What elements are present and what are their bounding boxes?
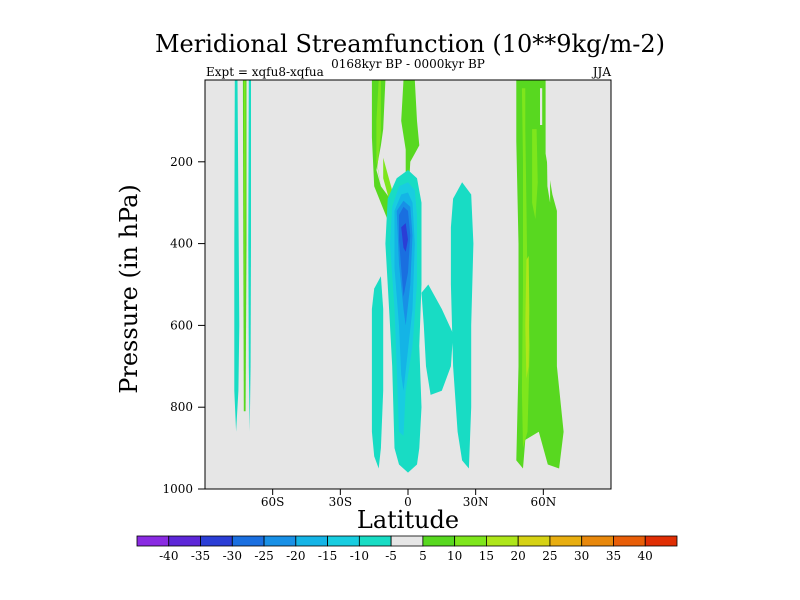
y-tick-label: 800 bbox=[170, 400, 193, 414]
colorbar-label: -35 bbox=[191, 549, 210, 563]
colorbar-label: 30 bbox=[574, 549, 589, 563]
x-tick-label: 30N bbox=[463, 495, 489, 509]
colorbar-label: 10 bbox=[447, 549, 462, 563]
colorbar-swatch bbox=[263, 535, 297, 547]
x-tick-label: 60S bbox=[261, 495, 285, 509]
colorbar-swatch bbox=[422, 535, 456, 547]
colorbar-label: -5 bbox=[385, 549, 397, 563]
colorbar-label: 5 bbox=[419, 549, 427, 563]
colorbar-label: -40 bbox=[159, 549, 178, 563]
x-axis: 60S 30S 0 30N 60N bbox=[261, 489, 556, 509]
colorbar-swatch bbox=[390, 535, 424, 547]
y-tick-label: 400 bbox=[170, 237, 193, 251]
colorbar-label: -20 bbox=[286, 549, 305, 563]
colorbar-swatch bbox=[168, 535, 201, 547]
colorbar-swatch bbox=[231, 535, 265, 547]
nh-subtropical-weak-negative bbox=[450, 182, 474, 469]
y-axis-label: Pressure (in hPa) bbox=[115, 184, 143, 394]
sh-band-negative-a bbox=[234, 80, 240, 432]
colorbar-swatch bbox=[517, 535, 551, 547]
nh-midlatitude-positive-max bbox=[525, 255, 530, 379]
x-tick-label: 0 bbox=[404, 495, 412, 509]
contour-fields bbox=[234, 80, 564, 473]
colorbar-label: -25 bbox=[254, 549, 273, 563]
y-tick-label: 1000 bbox=[162, 482, 193, 496]
colorbar-label: 40 bbox=[638, 549, 653, 563]
chart-title: Meridional Streamfunction (10**9kg/m-2) bbox=[155, 30, 665, 58]
colorbar-swatch bbox=[644, 535, 678, 547]
colorbar-swatch bbox=[327, 535, 360, 547]
colorbar-label: -30 bbox=[223, 549, 242, 563]
colorbar-swatch bbox=[136, 535, 170, 547]
colorbar-label: 25 bbox=[542, 549, 557, 563]
colorbar-swatch bbox=[358, 535, 392, 547]
colorbar-swatch bbox=[200, 535, 233, 547]
x-tick-label: 60N bbox=[530, 495, 556, 509]
x-axis-label: Latitude bbox=[357, 506, 459, 534]
colorbar-swatch bbox=[549, 535, 583, 547]
experiment-label: Expt = xqfu8-xqfua bbox=[206, 65, 324, 79]
season-label: JJA bbox=[591, 65, 612, 79]
colorbar-swatch bbox=[581, 535, 614, 547]
colorbar-label: -15 bbox=[318, 549, 337, 563]
colorbar: -40 -35 -30 -25 -20 -15 -10 -5 5 10 15 20 25 30 35 40 bbox=[136, 535, 678, 563]
colorbar-swatch bbox=[613, 535, 646, 547]
nh-midlatitude-gap bbox=[540, 88, 543, 125]
colorbar-label: 20 bbox=[511, 549, 526, 563]
period-label: 0168kyr BP - 0000kyr BP bbox=[331, 57, 485, 71]
colorbar-swatch bbox=[454, 535, 487, 547]
y-tick-label: 600 bbox=[170, 318, 193, 332]
colorbar-swatch bbox=[486, 535, 519, 547]
x-tick-label: 30S bbox=[329, 495, 353, 509]
tropical-negative-core-d bbox=[401, 223, 408, 252]
nh-midlatitude-notch bbox=[546, 133, 551, 203]
colorbar-label: 15 bbox=[479, 549, 494, 563]
nh-midlatitude-positive-upper-core bbox=[532, 129, 538, 220]
tropical-weak-negative-mid bbox=[421, 284, 454, 395]
y-axis: 200 400 600 800 1000 bbox=[162, 155, 205, 496]
tropical-weak-negative-upper bbox=[371, 276, 384, 469]
colorbar-label: 35 bbox=[606, 549, 621, 563]
colorbar-label: -10 bbox=[350, 549, 369, 563]
sh-band-negative-b bbox=[248, 80, 251, 432]
upper-tropical-positive-core-a bbox=[376, 80, 381, 187]
y-tick-label: 200 bbox=[170, 155, 193, 169]
sh-band-positive-b bbox=[244, 80, 246, 326]
colorbar-swatch bbox=[295, 535, 328, 547]
